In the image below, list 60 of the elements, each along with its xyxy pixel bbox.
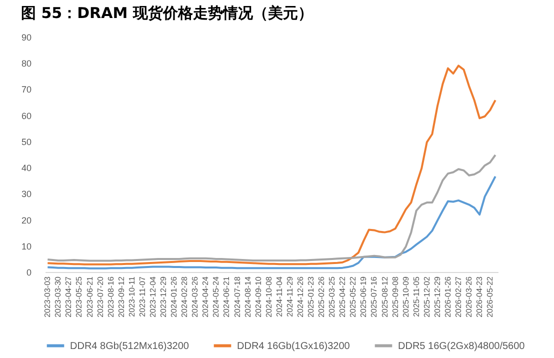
x-tick-label: 2024-09-10: [254, 276, 263, 318]
x-tick-label: 2023-12-04: [148, 276, 158, 318]
x-tick-label: 2023-11-07: [138, 276, 147, 317]
x-tick-label: 2023-05-25: [74, 276, 84, 318]
x-tick-label: 2025-01-23: [306, 276, 316, 318]
x-tick-label: 2025-06-19: [359, 276, 368, 318]
x-tick-label: 2023-06-21: [85, 276, 94, 318]
x-tick-label: 2025-10-09: [401, 276, 410, 318]
x-tick-label: 2024-01-26: [170, 276, 179, 318]
x-tick-label: 2024-03-26: [190, 276, 200, 318]
y-tick-label: 40: [21, 163, 32, 174]
x-tick-label: 2024-10-08: [264, 276, 274, 318]
y-tick-label: 80: [21, 58, 32, 69]
x-tick-label: 2024-12-26: [296, 276, 305, 318]
x-tick-label: 2025-12-02: [422, 276, 432, 318]
legend-label: DDR5 16G(2Gx8)4800/5600: [398, 340, 526, 352]
y-tick-label: 90: [21, 32, 32, 42]
x-tick-label: 2025-08-12: [380, 276, 390, 318]
y-tick-label: 70: [21, 84, 32, 95]
x-tick-label: 2026-03-26: [464, 276, 474, 318]
x-tick-label: 2026-04-23: [475, 276, 484, 318]
x-tick-label: 2024-11-04: [274, 276, 284, 317]
x-tick-label: 2026-02-27: [454, 276, 463, 318]
y-tick-label: 30: [21, 189, 32, 200]
chart-title: 图 55：DRAM 现货价格走势情况（美元）: [20, 4, 313, 22]
x-tick-label: 2025-09-08: [390, 276, 400, 318]
x-tick-label: 2023-08-16: [106, 276, 116, 318]
x-tick-label: 2025-04-22: [338, 276, 348, 318]
x-tick-label: 2024-06-21: [222, 276, 232, 318]
x-tick-label: 2024-07-18: [232, 276, 242, 318]
y-tick-label: 20: [21, 215, 32, 226]
x-tick-label: 2023-03-03: [43, 276, 52, 318]
x-tick-label: 2024-11-29: [285, 276, 294, 317]
x-tick-label: 2025-11-05: [412, 276, 421, 317]
x-tick-label: 2025-05-22: [348, 276, 358, 318]
x-tick-label: 2025-12-29: [432, 276, 442, 318]
x-tick-label: 2026-05-22: [486, 276, 495, 318]
x-tick-label: 2025-07-16: [370, 276, 379, 318]
line-series: [46, 154, 496, 262]
x-tick-label: 2023-09-12: [116, 276, 126, 318]
y-tick-label: 0: [26, 268, 32, 278]
x-tick-label: 2024-04-24: [201, 276, 210, 318]
x-tick-label: 2023-04-27: [64, 276, 74, 318]
x-tick-label: 2026-01-26: [443, 276, 452, 318]
x-tick-label: 2024-02-28: [180, 276, 190, 318]
legend-label: DDR4 16Gb(1Gx16)3200: [237, 340, 350, 352]
y-tick-label: 60: [21, 110, 32, 121]
line-series: [46, 175, 496, 270]
x-tick-label: 2023-12-29: [159, 276, 168, 318]
x-tick-label: 2024-08-14: [243, 276, 252, 318]
x-tick-label: 2025-02-26: [317, 276, 326, 318]
y-tick-label: 50: [21, 136, 32, 147]
x-tick-label: 2024-05-24: [212, 276, 221, 318]
line-series: [46, 64, 496, 266]
x-tick-label: 2023-07-20: [96, 276, 105, 318]
x-tick-label: 2023-10-11: [127, 276, 136, 317]
y-tick-label: 10: [21, 241, 32, 252]
legend-label: DDR4 8Gb(512Mx16)3200: [70, 340, 190, 352]
x-tick-label: 2025-03-25: [328, 276, 337, 318]
x-tick-label: 2023-03-30: [54, 276, 63, 318]
